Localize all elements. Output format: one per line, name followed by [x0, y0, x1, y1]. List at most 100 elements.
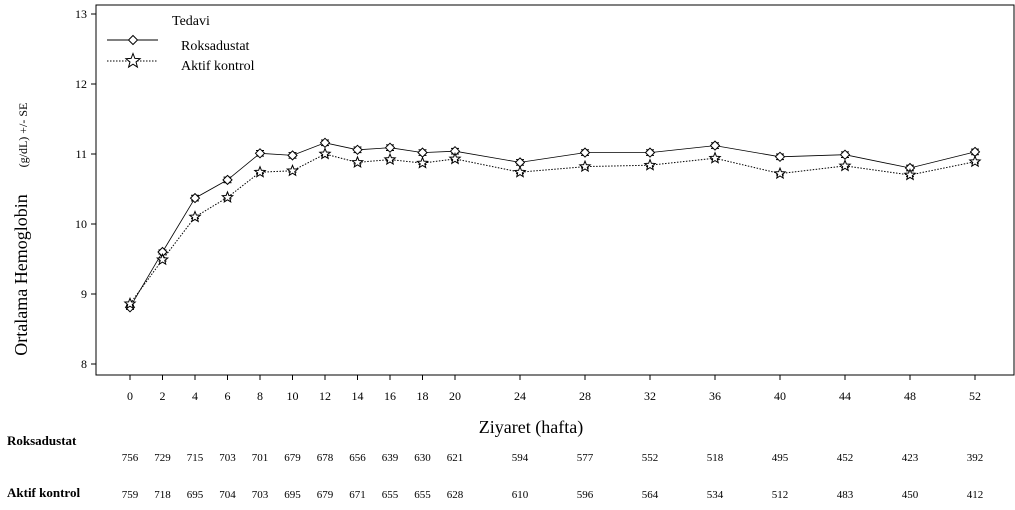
data-point-aktif-kontrol: [773, 166, 787, 180]
at-risk-counts: 756 729 715 703 701 679 678 656 639 630 621 594 577 5…: [122, 452, 984, 501]
at-risk-count-aktif-kontrol: 610: [512, 489, 529, 501]
data-marks-group: [123, 137, 982, 313]
data-point-roksadustat: [287, 150, 298, 161]
y-tick-label: 8: [81, 357, 87, 371]
at-risk-count-aktif-kontrol: 483: [837, 489, 854, 501]
data-point-roksadustat: [352, 144, 363, 156]
at-risk-count-roksadustat: 756: [122, 452, 139, 464]
data-point-aktif-kontrol: [383, 152, 397, 166]
at-risk-count-roksadustat: 639: [382, 452, 399, 464]
data-point-aktif-kontrol: [968, 154, 982, 168]
at-risk-count-roksadustat: 452: [837, 452, 854, 464]
data-point-aktif-kontrol: [838, 159, 852, 172]
x-tick-label: 8: [257, 389, 263, 403]
data-point-roksadustat: [709, 140, 721, 151]
data-point-roksadustat: [254, 148, 266, 159]
at-risk-count-roksadustat: 703: [219, 452, 236, 464]
y-tick-label: 11: [75, 147, 87, 161]
y-tick-label: 9: [81, 287, 87, 301]
at-risk-count-aktif-kontrol: 718: [154, 489, 171, 501]
x-tick-label: 10: [287, 389, 299, 403]
at-risk-count-aktif-kontrol: 704: [219, 489, 236, 501]
legend-label-roksadustat: Roksadustat: [181, 39, 250, 54]
at-risk-count-aktif-kontrol: 512: [772, 489, 789, 501]
at-risk-count-roksadustat: 423: [902, 452, 919, 464]
x-axis-title: Ziyaret (hafta): [479, 417, 583, 438]
at-risk-count-aktif-kontrol: 679: [317, 489, 334, 501]
data-point-roksadustat: [384, 142, 396, 153]
at-risk-count-roksadustat: 656: [349, 452, 366, 464]
at-risk-label-roksadustat: Roksadustat: [7, 433, 77, 448]
data-point-aktif-kontrol: [448, 152, 462, 165]
data-point-aktif-kontrol: [155, 252, 170, 266]
x-tick-label: 18: [417, 389, 429, 403]
at-risk-count-roksadustat: 729: [154, 452, 171, 464]
data-point-aktif-kontrol: [578, 159, 592, 173]
data-point-aktif-kontrol: [903, 168, 917, 181]
x-tick-label: 48: [904, 389, 916, 403]
at-risk-count-aktif-kontrol: 412: [967, 489, 984, 501]
at-risk-count-roksadustat: 701: [252, 452, 269, 464]
at-risk-count-roksadustat: 594: [512, 452, 529, 464]
y-tick-label: 12: [75, 77, 87, 91]
y-tick-label: 13: [75, 7, 87, 21]
legend-label-aktif-kontrol: Aktif kontrol: [181, 59, 255, 74]
x-tick-label: 32: [644, 389, 656, 403]
at-risk-count-aktif-kontrol: 695: [187, 489, 204, 501]
data-point-aktif-kontrol: [188, 210, 202, 223]
legend-marker-aktif-kontrol: [124, 52, 142, 69]
at-risk-count-roksadustat: 552: [642, 452, 659, 464]
data-point-aktif-kontrol: [253, 165, 267, 178]
at-risk-count-aktif-kontrol: 703: [252, 489, 269, 501]
y-axis-title: Ortalama Hemoglobin: [11, 194, 31, 355]
x-tick-label: 40: [774, 389, 786, 403]
at-risk-count-roksadustat: 679: [284, 452, 301, 464]
data-point-aktif-kontrol: [123, 296, 137, 310]
data-point-roksadustat: [774, 151, 786, 163]
at-risk-count-roksadustat: 630: [414, 452, 431, 464]
data-point-aktif-kontrol: [285, 163, 300, 177]
at-risk-count-aktif-kontrol: 695: [284, 489, 301, 501]
at-risk-count-aktif-kontrol: 596: [577, 489, 594, 501]
at-risk-count-roksadustat: 392: [967, 452, 984, 464]
data-point-aktif-kontrol: [318, 147, 332, 160]
x-tick-label: 16: [384, 389, 396, 403]
data-point-roksadustat: [189, 192, 201, 204]
axis-titles: Ortalama Hemoglobin (g/dL) +/- SE Ziyare…: [11, 103, 583, 438]
y-axis-unit: (g/dL) +/- SE: [16, 103, 30, 168]
at-risk-count-aktif-kontrol: 671: [349, 489, 366, 501]
x-tick-label: 24: [514, 389, 526, 403]
x-tick-label: 0: [127, 389, 133, 403]
at-risk-count-roksadustat: 577: [577, 452, 594, 464]
x-tick-label: 20: [449, 389, 461, 403]
at-risk-count-roksadustat: 715: [187, 452, 204, 464]
at-risk-count-roksadustat: 518: [707, 452, 724, 464]
at-risk-count-aktif-kontrol: 534: [707, 489, 724, 501]
at-risk-count-aktif-kontrol: 628: [447, 489, 464, 501]
at-risk-count-roksadustat: 621: [447, 452, 464, 464]
at-risk-count-aktif-kontrol: 759: [122, 489, 139, 501]
data-point-aktif-kontrol: [708, 151, 722, 164]
data-point-roksadustat: [644, 147, 656, 158]
data-point-roksadustat: [579, 147, 591, 158]
legend-marker-roksadustat: [127, 34, 139, 46]
x-tick-label: 52: [969, 389, 981, 403]
x-tick-label: 36: [709, 389, 721, 403]
at-risk-label-aktif-kontrol: Aktif kontrol: [7, 485, 81, 500]
data-point-aktif-kontrol: [415, 156, 430, 169]
x-tick-label: 2: [160, 389, 166, 403]
data-point-aktif-kontrol: [350, 155, 365, 168]
legend: Tedavi Roksadustat Aktif kontrol: [107, 14, 255, 74]
x-tick-label: 44: [839, 389, 851, 403]
x-tick-label: 28: [579, 389, 591, 403]
at-risk-count-aktif-kontrol: 655: [414, 489, 431, 501]
at-risk-count-aktif-kontrol: 564: [642, 489, 659, 501]
at-risk-count-aktif-kontrol: 655: [382, 489, 399, 501]
data-point-aktif-kontrol: [643, 158, 657, 171]
legend-title: Tedavi: [172, 14, 210, 29]
at-risk-count-roksadustat: 678: [317, 452, 334, 464]
at-risk-count-roksadustat: 495: [772, 452, 789, 464]
x-tick-label: 12: [319, 389, 331, 403]
